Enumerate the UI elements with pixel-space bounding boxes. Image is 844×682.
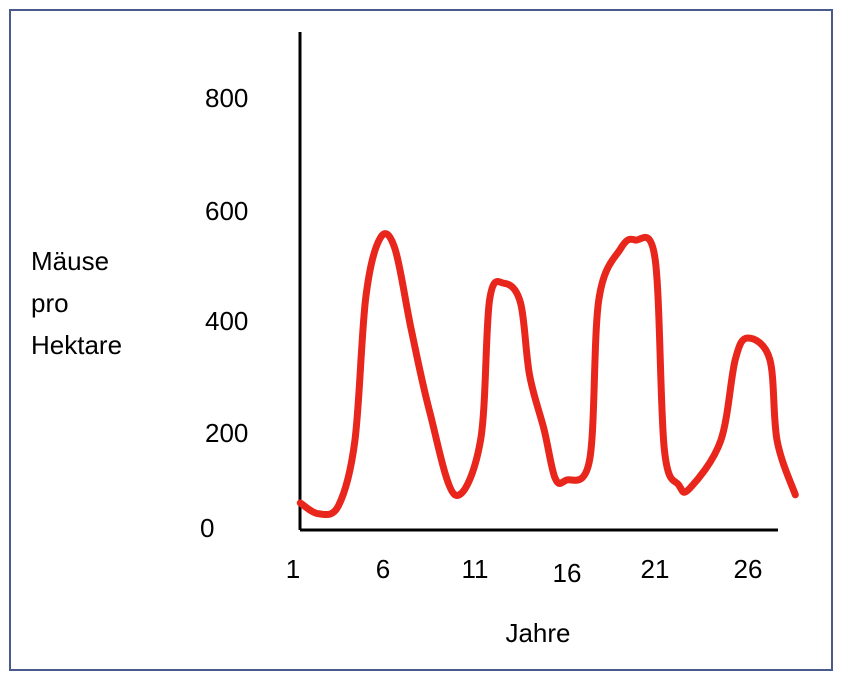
y-axis-label: Hektare bbox=[31, 330, 122, 360]
y-tick-label: 200 bbox=[205, 418, 248, 448]
y-tick-label: 800 bbox=[205, 83, 248, 113]
y-axis-label: Mäuse bbox=[31, 246, 109, 276]
chart-frame bbox=[9, 9, 833, 671]
x-tick-label: 21 bbox=[641, 554, 670, 584]
x-tick-label: 6 bbox=[376, 554, 390, 584]
x-tick-label: 11 bbox=[462, 554, 489, 584]
x-tick-label: 16 bbox=[553, 558, 582, 588]
x-tick-label: 1 bbox=[286, 554, 300, 584]
y-tick-label: 0 bbox=[200, 513, 214, 543]
y-tick-label: 400 bbox=[205, 306, 248, 336]
y-tick-label: 600 bbox=[205, 196, 248, 226]
y-axis-label: pro bbox=[31, 288, 69, 318]
x-tick-label: 26 bbox=[734, 554, 763, 584]
series-line bbox=[296, 230, 799, 519]
x-axis-label: Jahre bbox=[505, 618, 570, 648]
